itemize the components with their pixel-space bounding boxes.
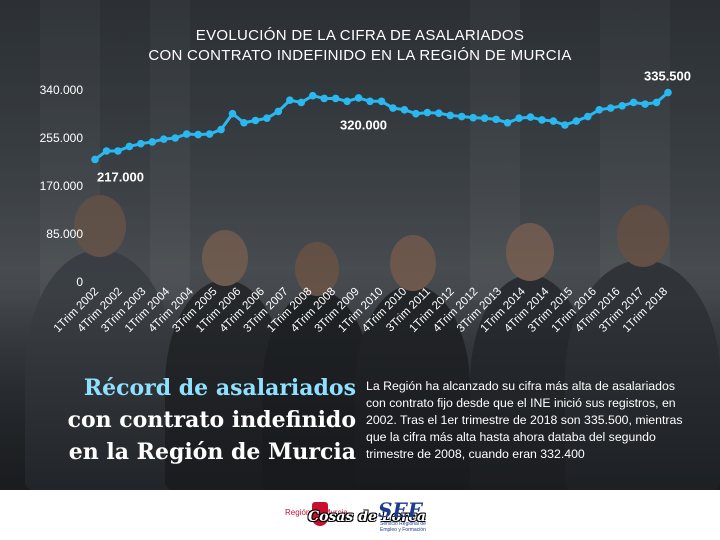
data-point <box>469 113 477 122</box>
data-point <box>217 125 225 134</box>
data-point <box>515 114 523 123</box>
y-tick-label: 0 <box>76 275 83 289</box>
data-point <box>583 112 592 121</box>
data-point <box>251 116 260 125</box>
sef-logo-mark: SEF <box>378 498 422 522</box>
data-point <box>331 94 340 103</box>
data-point <box>389 104 397 112</box>
chart-title: EVOLUCIÓN DE LA CIFRA DE ASALARIADOS CON… <box>0 26 720 66</box>
data-point <box>148 138 157 146</box>
data-point <box>228 109 237 118</box>
region-murcia-logo: Región de Murcia <box>285 498 425 532</box>
data-point <box>606 104 615 112</box>
data-point <box>320 94 329 103</box>
record-heading-line: en la Región de Murcia <box>68 439 356 465</box>
line-chart: 340.000 255.000 170.000 85.000 0 217.000 320.0… <box>40 69 691 335</box>
data-point <box>595 105 604 114</box>
data-point <box>561 121 569 129</box>
data-point <box>297 98 306 107</box>
data-point <box>240 118 248 127</box>
data-point <box>526 113 535 121</box>
y-tick-label: 170.000 <box>40 179 84 193</box>
y-tick-label: 85.000 <box>46 227 83 241</box>
data-point <box>457 112 466 121</box>
data-point <box>159 135 168 143</box>
data-point <box>629 98 638 107</box>
data-point <box>446 111 455 120</box>
data-point <box>263 114 271 123</box>
data-point <box>194 130 202 139</box>
data-point <box>274 107 283 116</box>
data-label: 217.000 <box>97 169 144 184</box>
data-point <box>503 118 512 127</box>
data-point <box>492 115 500 124</box>
record-body-text: La Región ha alcanzado su cifra más alta… <box>366 379 683 461</box>
data-point <box>435 109 443 117</box>
data-point <box>377 97 386 106</box>
record-heading-line: Récord de asalariados <box>83 375 356 401</box>
data-point <box>114 147 122 155</box>
data-point <box>423 108 432 117</box>
y-tick-label: 340.000 <box>40 83 84 97</box>
record-heading-line: con contrato indefinido <box>67 407 356 433</box>
data-point <box>538 116 546 124</box>
data-point <box>641 100 649 108</box>
data-point <box>572 117 581 125</box>
y-tick-label: 255.000 <box>40 131 84 145</box>
data-label: 335.500 <box>644 69 691 84</box>
chart-title-line: EVOLUCIÓN DE LA CIFRA DE ASALARIADOS <box>195 27 525 44</box>
data-point <box>354 94 363 102</box>
data-label: 320.000 <box>340 117 387 132</box>
data-point <box>549 117 558 125</box>
data-point <box>343 97 351 106</box>
sef-logo-subtitle: Servicio Regional de Empleo y Formación <box>380 521 426 533</box>
dark-overlay <box>0 0 720 490</box>
chart-title-line: CON CONTRATO INDEFINIDO EN LA REGIÓN DE … <box>148 47 572 64</box>
data-point <box>91 155 99 164</box>
shield-icon <box>312 502 328 526</box>
data-point <box>182 130 191 138</box>
data-point <box>137 139 145 148</box>
data-point <box>480 114 489 123</box>
data-point <box>125 142 134 151</box>
data-point <box>652 98 661 107</box>
watermark-text: Cosas de Lorca <box>308 509 426 525</box>
data-point <box>205 130 214 138</box>
data-point <box>286 96 294 104</box>
data-point <box>618 102 626 110</box>
data-point <box>400 105 409 114</box>
data-point <box>664 88 672 97</box>
sef-logo: SEF Servicio Regional de Empleo y Formac… <box>378 498 438 533</box>
data-point <box>366 97 374 106</box>
data-point <box>308 91 317 100</box>
footer: Región de Murcia Cosas de Lorca SEF Serv… <box>0 490 720 540</box>
data-point <box>412 109 420 118</box>
data-point <box>102 147 111 155</box>
data-point <box>171 134 180 142</box>
record-heading: Récord de asalariados con contrato indef… <box>40 372 356 468</box>
